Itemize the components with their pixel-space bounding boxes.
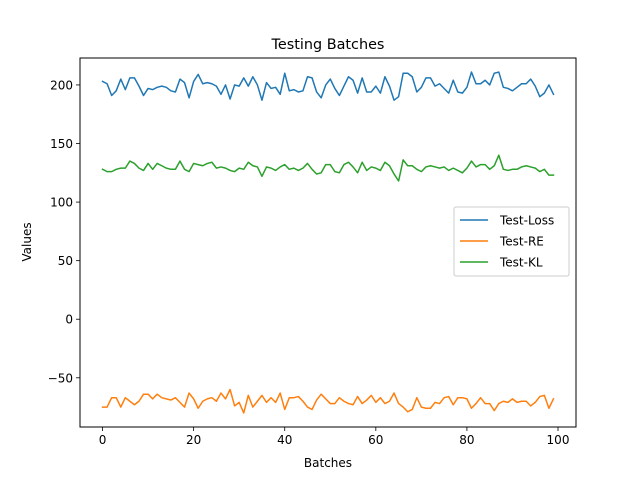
x-axis: 0 20 40 60 80 100 — [99, 427, 570, 447]
series-layer — [101, 71, 555, 414]
x-tick-label: 100 — [547, 433, 570, 447]
legend: Test-Loss Test-RE Test-KL — [453, 206, 570, 277]
series-line-test-re — [101, 388, 555, 414]
legend-label: Test-Loss — [499, 214, 554, 228]
plot-frame — [79, 57, 577, 428]
y-tick-label: −50 — [48, 371, 73, 385]
y-tick-label: 100 — [50, 196, 73, 210]
x-tick-label: 40 — [277, 433, 292, 447]
y-tick-label: 200 — [50, 78, 73, 92]
plot-area — [79, 57, 577, 428]
x-axis-label: Batches — [304, 456, 352, 470]
x-tick-label: 60 — [368, 433, 383, 447]
series-line-test-loss — [101, 71, 555, 101]
series-line-test-kl — [101, 154, 555, 182]
y-tick-label: 0 — [65, 313, 73, 327]
x-tick-label: 80 — [459, 433, 474, 447]
legend-box — [453, 206, 570, 277]
x-tick-label: 0 — [99, 433, 107, 447]
y-axis: −50 0 50 100 150 200 — [48, 78, 80, 385]
y-axis-label: Values — [20, 222, 34, 261]
legend-label: Test-KL — [499, 256, 543, 270]
y-tick-label: 50 — [58, 254, 73, 268]
legend-label: Test-RE — [499, 235, 544, 249]
y-tick-label: 150 — [50, 137, 73, 151]
chart-title: Testing Batches — [271, 37, 385, 53]
x-tick-label: 20 — [186, 433, 201, 447]
